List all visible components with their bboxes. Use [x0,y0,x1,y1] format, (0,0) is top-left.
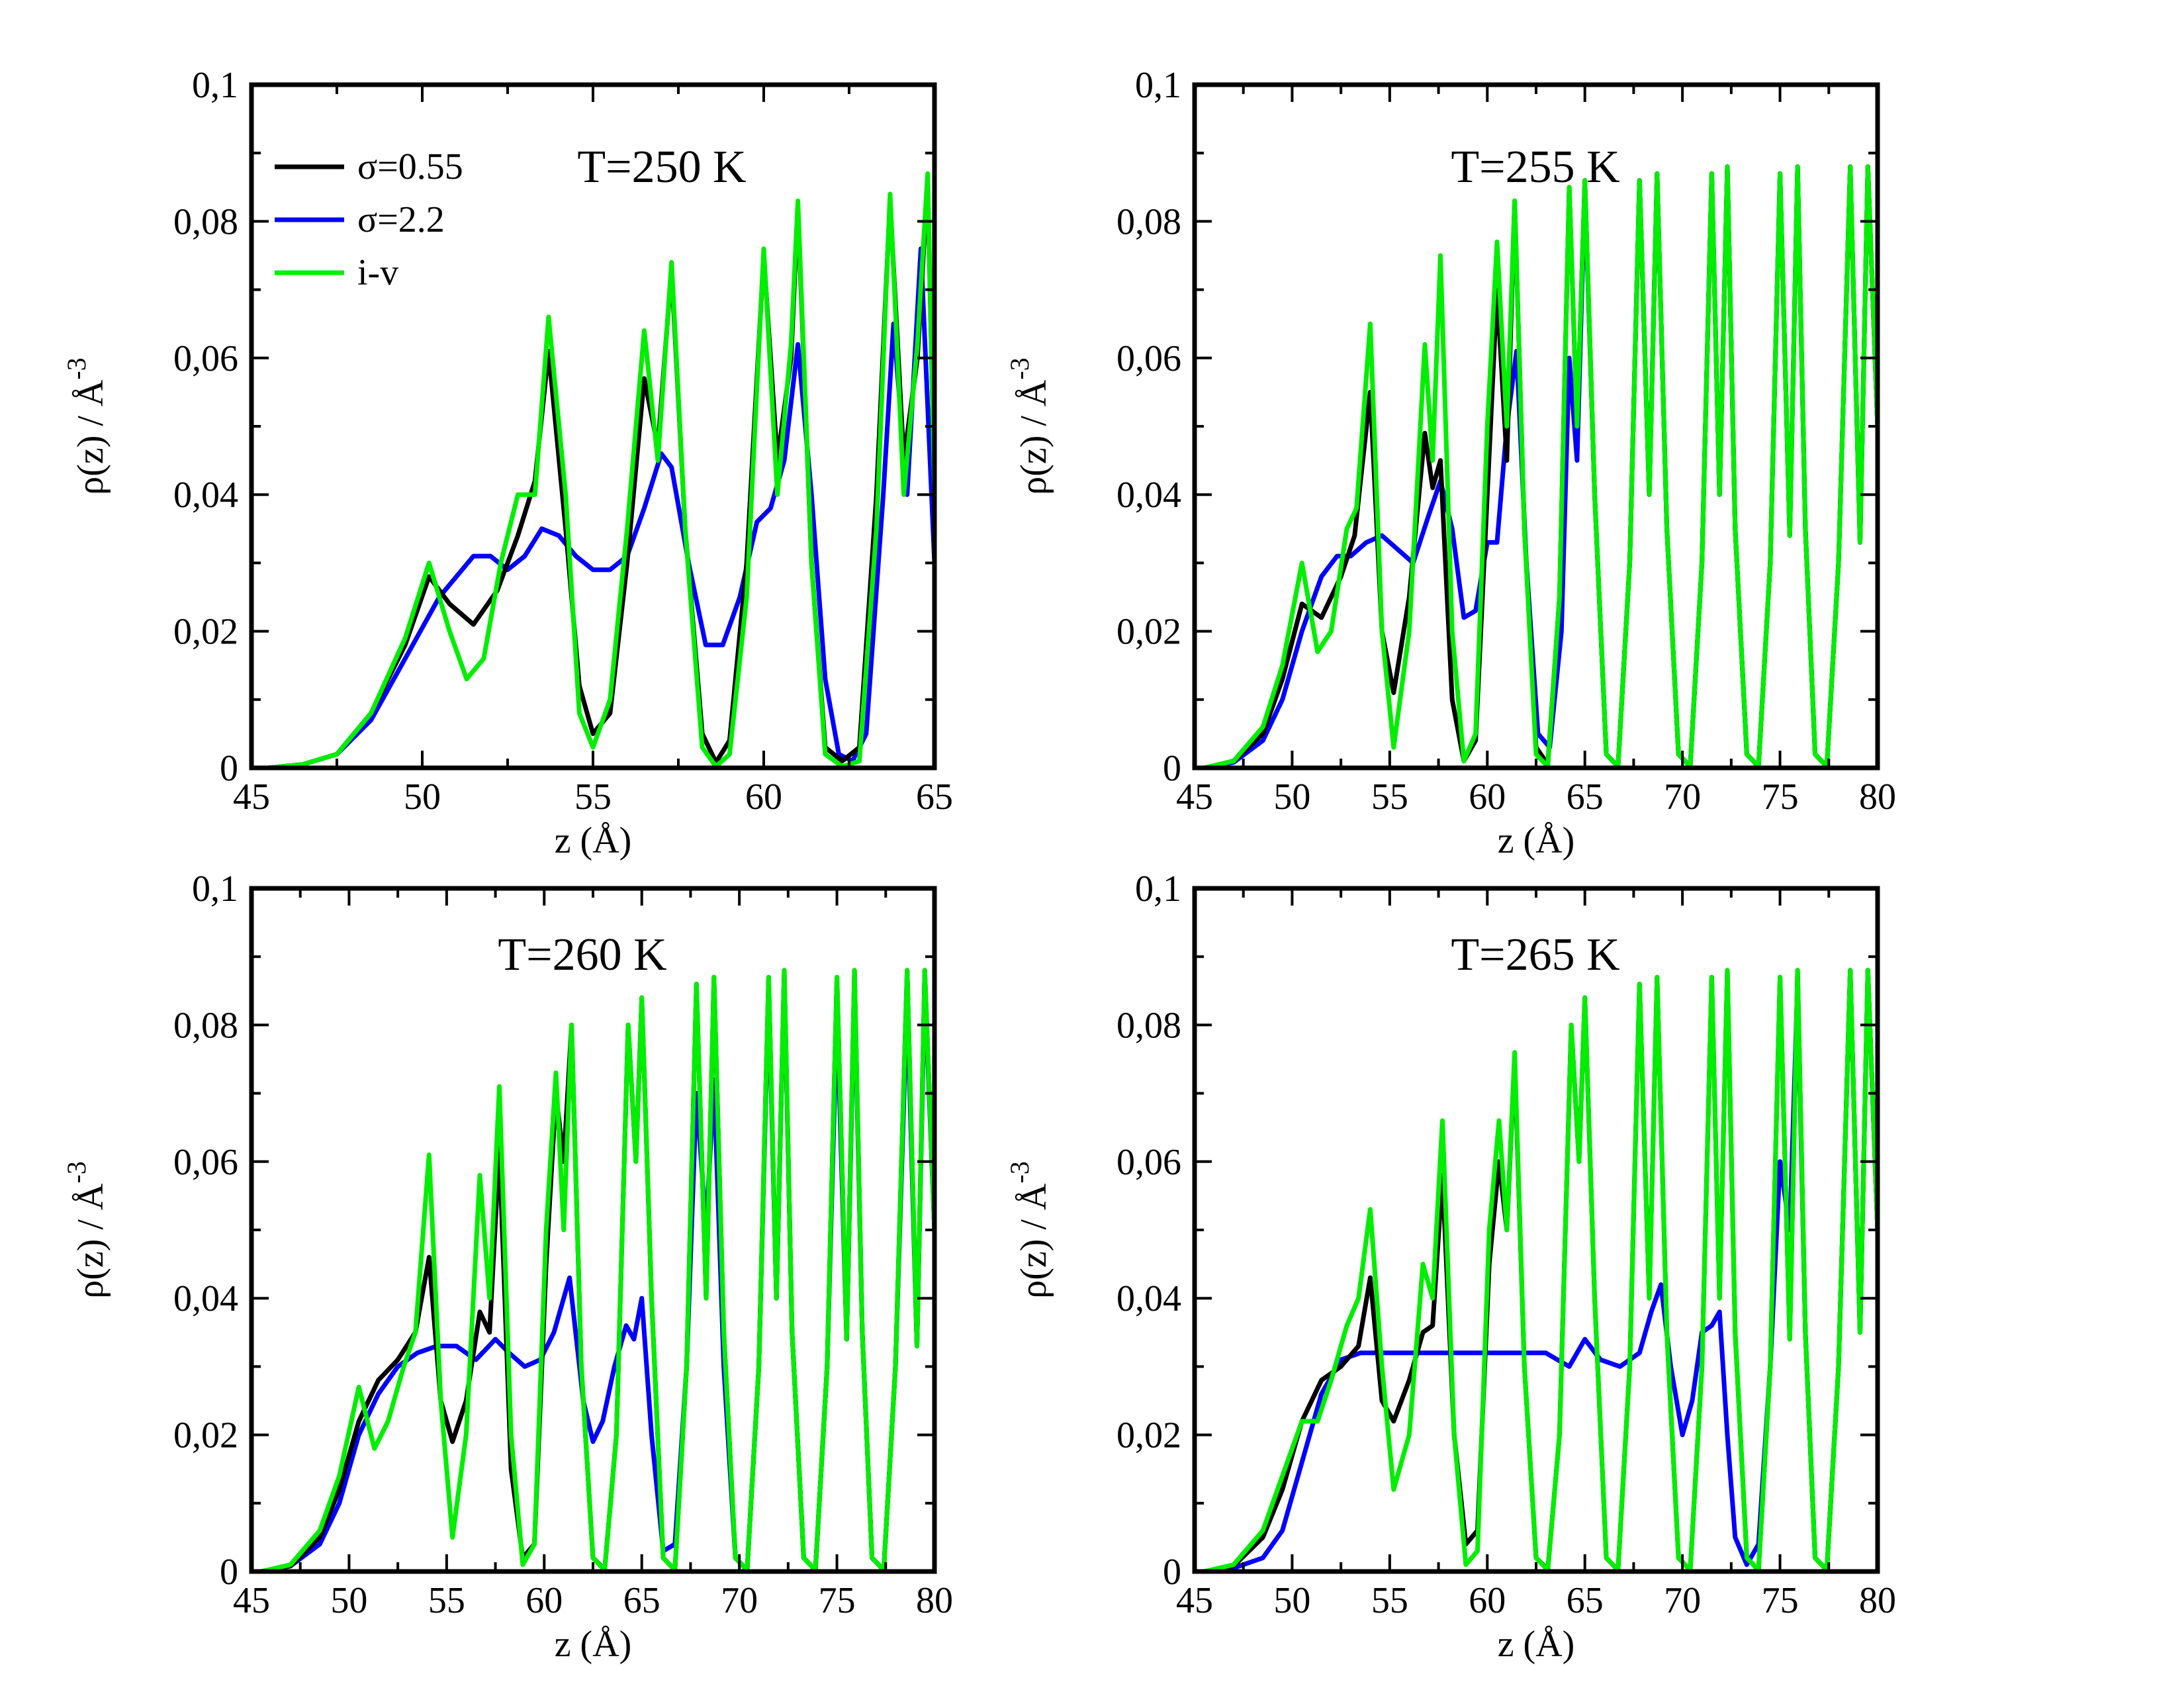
x-axis-title: z (Å) [555,820,632,861]
series-line-iv [1203,968,1878,1571]
y-tick-label: 0,1 [192,65,238,106]
legend: σ=0.55 σ=2.2 i-v [275,146,463,293]
x-tick-label: 75 [1762,776,1799,818]
y-axis-title-sup: -3 [62,357,91,379]
x-tick-label: 70 [1664,776,1701,818]
x-axis-title: z (Å) [1498,820,1575,861]
panel-title: T=265 K [1451,929,1619,980]
x-tick-label: 65 [1567,776,1604,818]
y-axis-title: ρ(z) / Å-3 [62,357,111,494]
x-tick-label: 70 [1664,1580,1701,1621]
x-tick-label: 55 [1371,776,1408,818]
x-tick-label: 70 [721,1580,758,1621]
panel-title: T=250 K [577,142,746,193]
y-tick-label: 0,1 [1135,65,1181,106]
y-tick-label: 0,06 [173,1142,238,1183]
series-line-iv [260,968,934,1571]
y-axis-title-sup: -3 [62,1161,91,1183]
y-tick-label: 0,06 [1116,1142,1181,1183]
x-tick-label: 55 [1371,1580,1408,1621]
x-tick-label: 50 [1273,1580,1310,1621]
y-tick-label: 0,02 [173,1415,238,1456]
y-tick-label: 0 [1163,1552,1181,1593]
legend-label: σ=0.55 [357,146,463,187]
x-tick-label: 45 [1176,776,1213,818]
y-tick-label: 0,04 [173,475,238,516]
y-axis-title-sup: -3 [1005,357,1034,379]
y-tick-label: 0,04 [173,1278,238,1319]
series-line-iv [268,171,934,768]
y-tick-label: 0,08 [1116,1005,1181,1046]
y-axis-title: ρ(z) / Å-3 [1005,1161,1054,1298]
x-tick-label: 80 [1859,1580,1896,1621]
panel-title: T=260 K [498,929,666,980]
panel-t260: 45 50 55 60 65 70 75 80 0 0,02 0,04 0,06 0,08 0,1 z (Å… [62,868,953,1665]
y-tick-label: 0,04 [1116,475,1181,516]
y-tick-label: 0,1 [1135,868,1181,910]
y-tick-label: 0,08 [173,1005,238,1046]
x-tick-label: 65 [916,776,953,818]
y-tick-label: 0,02 [1116,1415,1181,1456]
y-tick-label: 0 [220,748,238,789]
x-tick-label: 60 [525,1580,563,1621]
x-tick-label: 50 [1273,776,1310,818]
x-axis-title: z (Å) [1498,1624,1575,1665]
x-axis-title: z (Å) [555,1624,632,1665]
legend-label: i-v [357,252,398,293]
x-tick-label: 80 [916,1580,953,1621]
panel-t265: 45 50 55 60 65 70 75 80 0 0,02 0,04 0,06 0,08 0,1 z (Å… [1005,868,1896,1665]
y-tick-label: 0 [1163,748,1181,789]
y-tick-label: 0,08 [173,201,238,242]
x-tick-label: 65 [623,1580,660,1621]
y-tick-label: 0,02 [173,612,238,653]
series-line-iv [1203,164,1878,768]
x-tick-label: 55 [574,776,612,818]
x-tick-label: 60 [1469,776,1506,818]
y-tick-label: 0,04 [1116,1278,1181,1319]
x-tick-label: 75 [819,1580,856,1621]
x-tick-label: 45 [1176,1580,1213,1621]
y-axis-title: ρ(z) / Å-3 [1005,357,1054,494]
x-tick-label: 75 [1762,1580,1799,1621]
x-tick-label: 80 [1859,776,1896,818]
y-tick-label: 0,06 [173,338,238,379]
y-axis-title: ρ(z) / Å-3 [62,1161,111,1298]
panel-t250: 45 50 55 60 65 0 0,02 0,04 0,06 0,08 0,1 z (Å) ρ(z) … [62,65,953,861]
x-tick-label: 60 [745,776,782,818]
x-tick-label: 45 [233,776,270,818]
y-tick-label: 0,1 [192,868,238,910]
x-tick-label: 60 [1469,1580,1506,1621]
x-tick-label: 50 [404,776,441,818]
y-tick-label: 0,08 [1116,201,1181,242]
y-tick-label: 0 [220,1552,238,1593]
panel-t255: 45 50 55 60 65 70 75 80 0 0,02 0,04 0,06 0,08 0,1 z (Å… [1005,65,1896,861]
y-axis-title-sup: -3 [1005,1161,1034,1183]
legend-label: σ=2.2 [357,199,445,240]
x-tick-label: 55 [428,1580,465,1621]
x-tick-label: 45 [233,1580,270,1621]
y-tick-label: 0,02 [1116,612,1181,653]
x-tick-label: 65 [1567,1580,1604,1621]
y-tick-label: 0,06 [1116,338,1181,379]
panel-title: T=255 K [1451,142,1619,193]
x-tick-label: 50 [330,1580,367,1621]
